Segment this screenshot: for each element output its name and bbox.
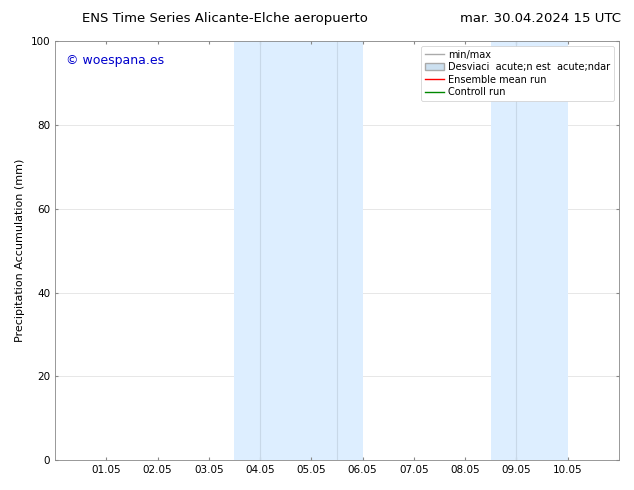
Text: © woespana.es: © woespana.es (67, 53, 164, 67)
Legend: min/max, Desviaci  acute;n est  acute;ndar, Ensemble mean run, Controll run: min/max, Desviaci acute;n est acute;ndar… (421, 46, 614, 101)
Text: ENS Time Series Alicante-Elche aeropuerto: ENS Time Series Alicante-Elche aeropuert… (82, 12, 368, 25)
Text: mar. 30.04.2024 15 UTC: mar. 30.04.2024 15 UTC (460, 12, 621, 25)
Bar (491, 41, 567, 460)
Y-axis label: Precipitation Accumulation (mm): Precipitation Accumulation (mm) (15, 159, 25, 343)
Bar (235, 41, 363, 460)
